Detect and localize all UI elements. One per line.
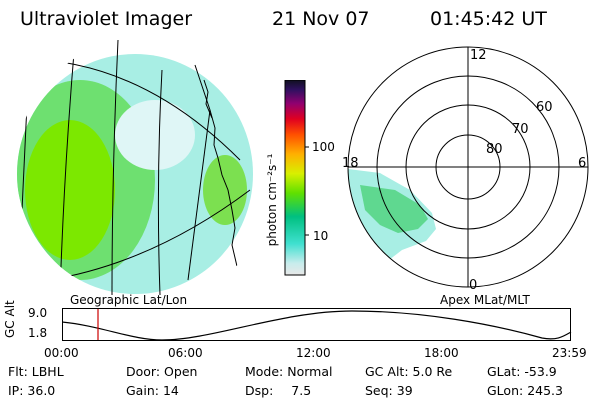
mlt-label-12: 12: [470, 48, 487, 63]
colorbar-unit-label: photon cm⁻²s⁻¹: [265, 153, 279, 246]
ip-value: 36.0: [27, 383, 56, 398]
gcalt-label: GC Alt:: [365, 364, 409, 379]
time-tick-2359: 23:59: [552, 346, 587, 360]
mode-info: Mode: Normal: [245, 364, 333, 379]
gain-label: Gain:: [126, 383, 159, 398]
filter-label: Flt:: [8, 364, 28, 379]
colorbar-tick-100: 100: [312, 140, 335, 154]
dsp-value: 7.5: [291, 383, 312, 398]
app-title: Ultraviolet Imager: [20, 8, 193, 30]
time-tick-1200: 12:00: [296, 346, 331, 360]
emission-limb-brightening: [203, 155, 247, 225]
glon-info: GLon: 245.3: [487, 383, 563, 398]
colorbar: photon cm⁻²s⁻¹: [265, 80, 309, 276]
gain-info: Gain: 14: [126, 383, 179, 398]
colorbar-gradient: [284, 80, 306, 276]
coastline-island: [203, 79, 213, 119]
mlt-label-6: 6: [578, 156, 586, 171]
mlat-label-60: 60: [536, 100, 553, 115]
orbit-altitude-curve: [62, 310, 572, 341]
gcalt-info: GC Alt: 5.0 Re: [365, 364, 452, 379]
time-tick-0000: 00:00: [44, 346, 79, 360]
seq-info: Seq: 39: [365, 383, 413, 398]
mlat-label-80: 80: [486, 142, 503, 157]
filter-value: LBHL: [31, 364, 64, 379]
ip-label: IP:: [8, 383, 24, 398]
altitude-axis-title: GC Alt: [3, 300, 17, 338]
coastline-blue: [239, 274, 245, 295]
mlat-label-70: 70: [512, 122, 529, 137]
geo-emission-map: [16, 40, 253, 295]
emission-dim-region: [115, 100, 195, 170]
mlt-label-18: 18: [342, 156, 359, 171]
door-label: Door:: [126, 364, 161, 379]
filter-info: Flt: LBHL: [8, 364, 64, 379]
colorbar-tick-10: 10: [313, 229, 329, 243]
mode-value: Normal: [287, 364, 333, 379]
glat-value: -53.9: [524, 364, 557, 379]
time-label: 01:45:42 UT: [430, 8, 547, 30]
meridian-line: [111, 40, 119, 295]
altitude-plot: [62, 308, 572, 341]
geographic-panel-label: Geographic Lat/Lon: [70, 293, 188, 307]
date-label: 21 Nov 07: [272, 8, 370, 30]
dsp-label: Dsp:: [245, 383, 274, 398]
gain-value: 14: [162, 383, 179, 398]
glon-value: 245.3: [527, 383, 563, 398]
meridian-line: [59, 40, 76, 295]
seq-value: 39: [396, 383, 413, 398]
geographic-image-panel: [16, 40, 253, 295]
dsp-info: Dsp: 7.5: [245, 383, 311, 398]
glon-label: GLon:: [487, 383, 524, 398]
glat-label: GLat:: [487, 364, 521, 379]
gcalt-value: 5.0 Re: [412, 364, 453, 379]
meridian-line: [187, 109, 211, 281]
time-tick-0600: 06:00: [168, 346, 203, 360]
seq-label: Seq:: [365, 383, 393, 398]
mlt-label-0: 0: [469, 278, 477, 293]
altitude-ymin-label: 1.8: [28, 326, 48, 340]
emission-core: [25, 120, 115, 260]
ip-info: IP: 36.0: [8, 383, 55, 398]
polar-emission-bright: [360, 185, 428, 233]
apex-panel-label: Apex MLat/MLT: [440, 293, 530, 307]
time-tick-1800: 18:00: [424, 346, 459, 360]
altitude-ymax-label: 9.0: [28, 306, 48, 320]
mode-label: Mode:: [245, 364, 284, 379]
door-info: Door: Open: [126, 364, 197, 379]
glat-info: GLat: -53.9: [487, 364, 557, 379]
door-value: Open: [164, 364, 198, 379]
apex-polar-panel: 12 18 6 0 60 70 80: [342, 46, 589, 293]
